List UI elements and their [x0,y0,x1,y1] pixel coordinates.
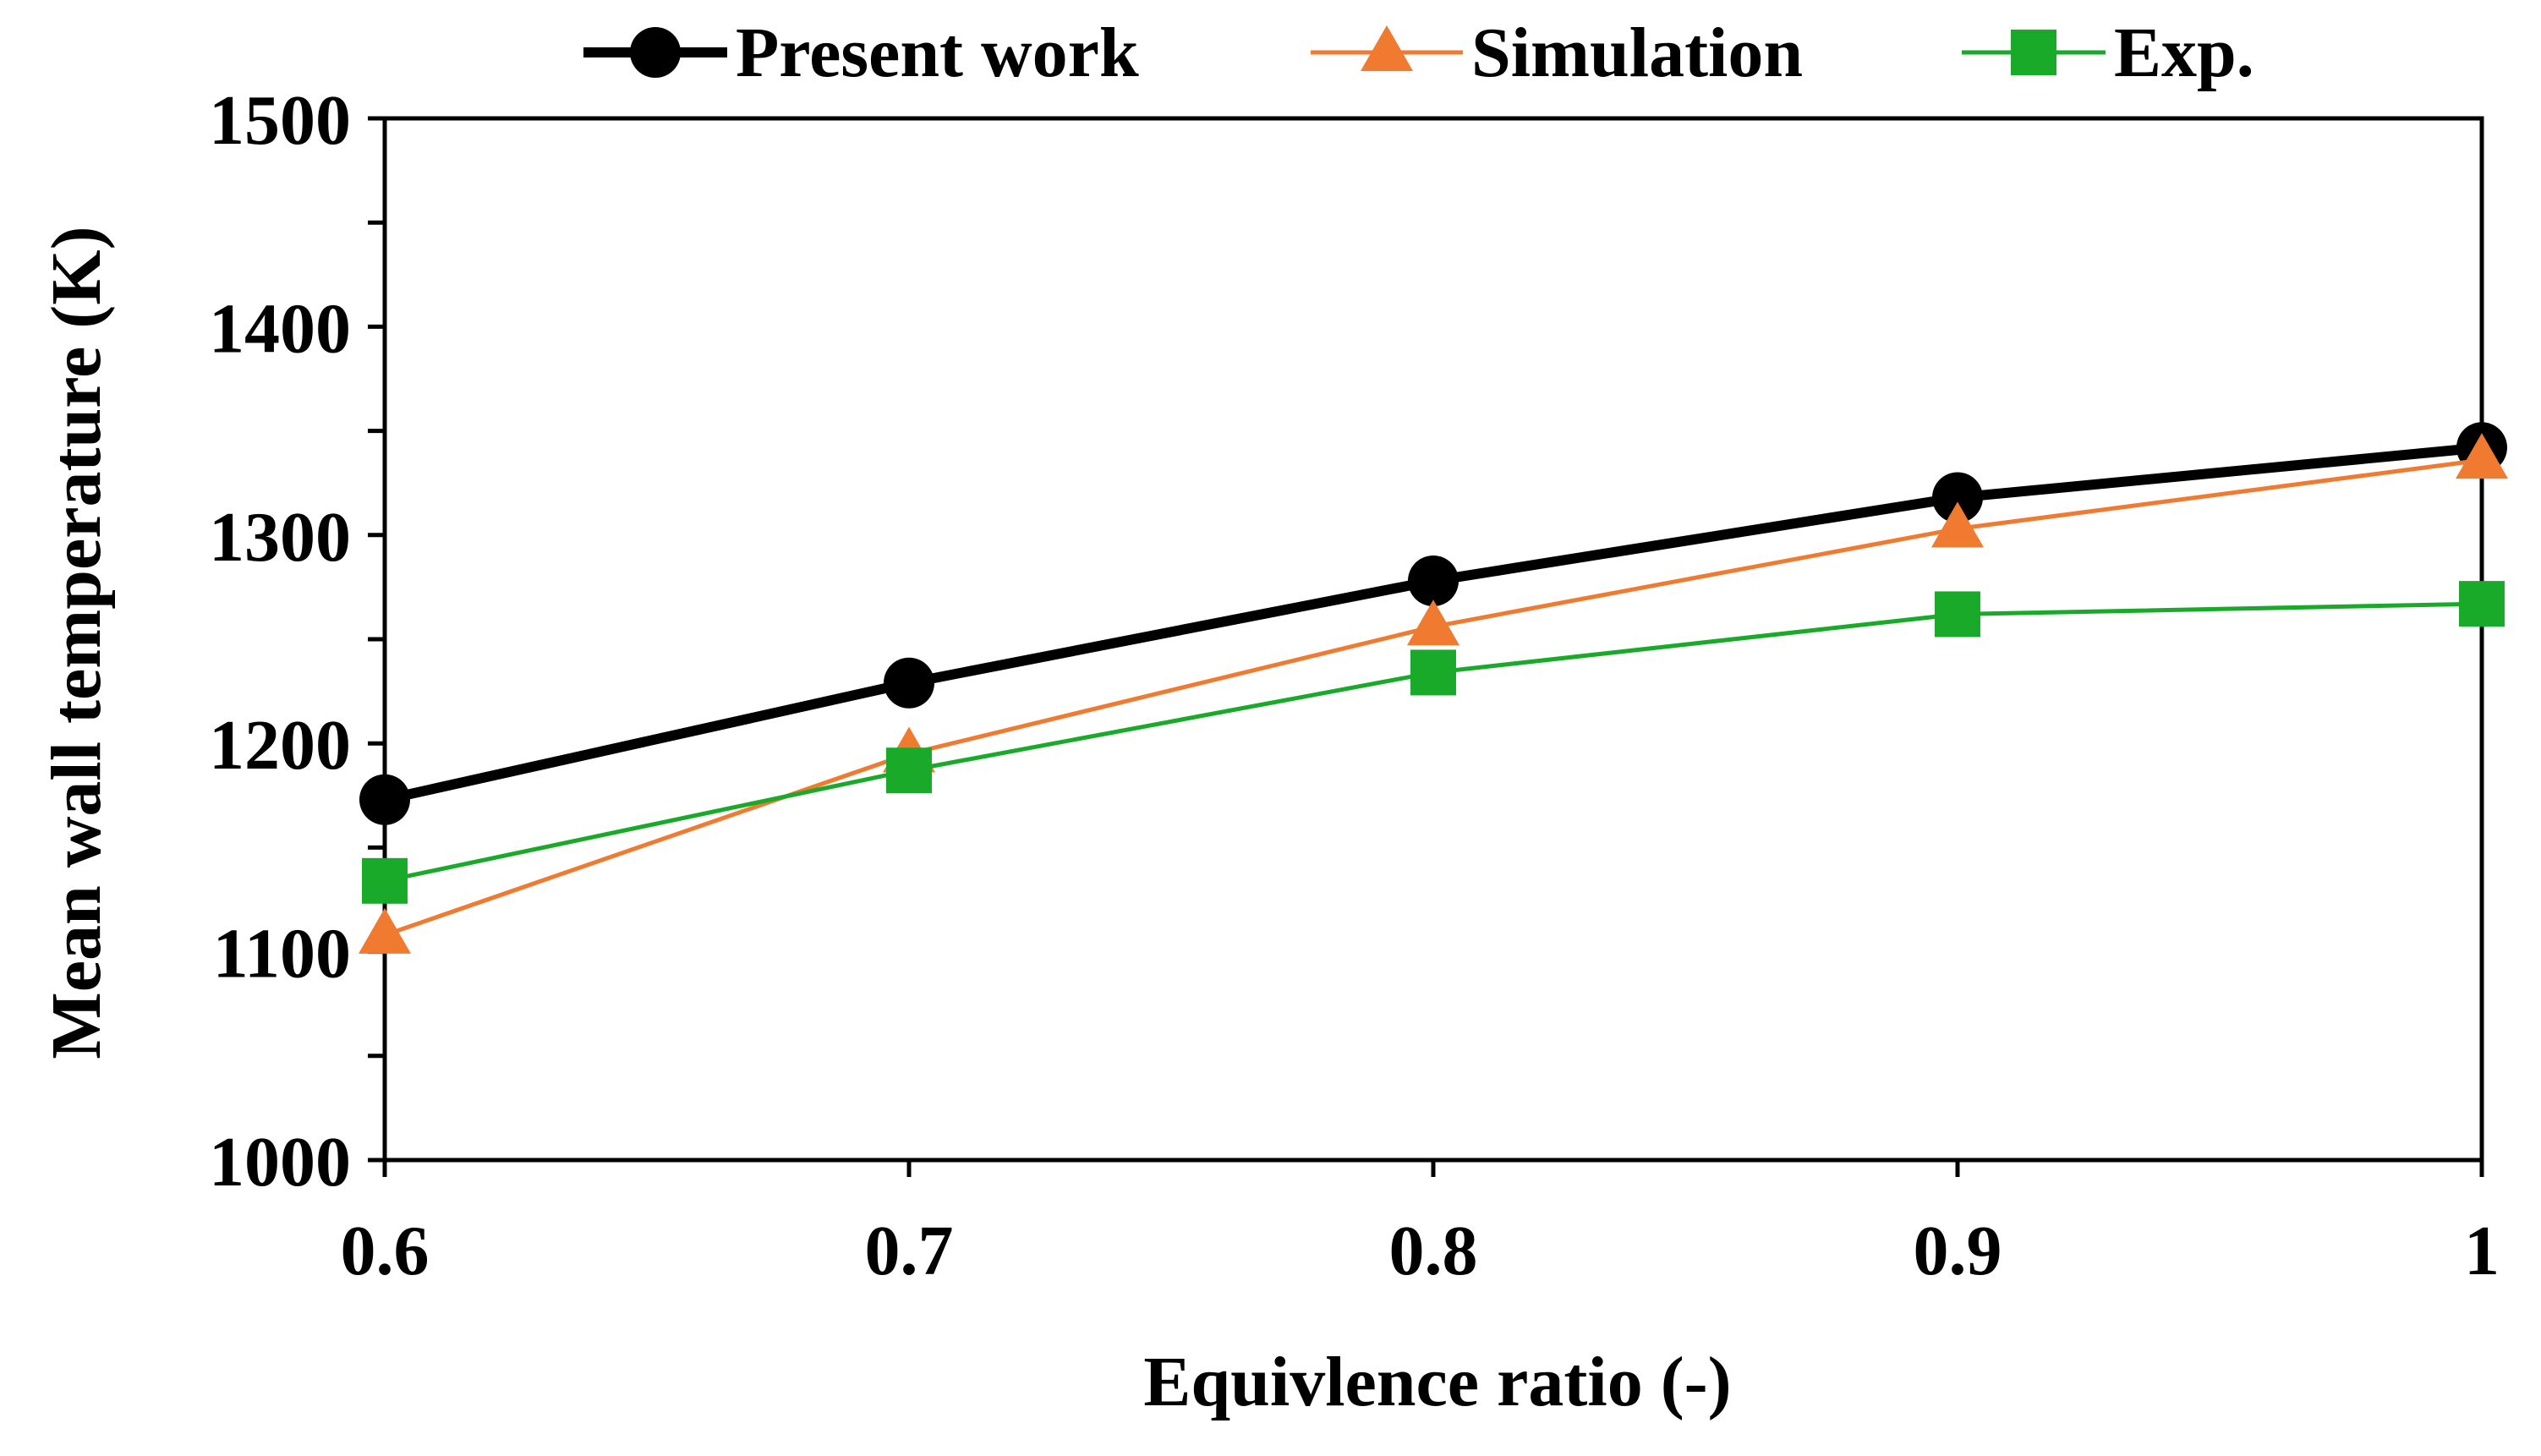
x-tick-label: 0.8 [1389,1212,1478,1290]
x-tick-label: 0.7 [865,1212,954,1290]
series-exp [362,581,2505,904]
legend-item: Present work [583,14,1139,92]
y-axis-label: Mean wall temperature (K) [37,226,116,1059]
series-group [359,422,2508,954]
legend-label: Exp. [2114,14,2254,92]
data-point [1410,649,1456,696]
data-point [1931,501,1984,548]
axes: 1000 1100 1200 1300 1400 1500 0.6 0.7 0.8 0.9 1 [209,81,2500,1290]
data-point [359,907,411,954]
legend-marker [1361,25,1413,71]
data-point [1935,591,1980,638]
series-line [384,457,2483,938]
data-point [362,857,408,904]
x-tick-label: 0.9 [1914,1212,2002,1290]
y-tick-label: 1400 [209,289,351,368]
legend: Present work Simulation Exp. [583,14,2254,92]
legend-label: Present work [736,14,1139,92]
y-tick-label: 1500 [209,81,351,160]
y-tick-label: 1100 [213,915,351,993]
data-point [2459,581,2505,627]
data-point [886,747,932,794]
series-line [384,601,2483,884]
legend-label: Simulation [1471,14,1803,92]
data-point [2456,433,2508,479]
data-point [1932,472,1983,523]
data-point [1408,556,1459,607]
y-tick-label: 1200 [209,706,351,785]
x-tick-label: 1 [2464,1212,2500,1290]
x-axis-label: Equivlence ratio (-) [1143,1343,1731,1421]
y-tick-label: 1300 [209,498,351,577]
legend-marker [2011,30,2056,75]
data-point [359,774,410,825]
x-tick-label: 0.6 [341,1212,430,1290]
legend-item: Exp. [1962,14,2254,92]
legend-item: Simulation [1311,14,1803,92]
y-tick-label: 1000 [209,1123,351,1201]
legend-marker [630,27,681,78]
data-point [884,657,934,709]
data-point [1407,599,1459,646]
